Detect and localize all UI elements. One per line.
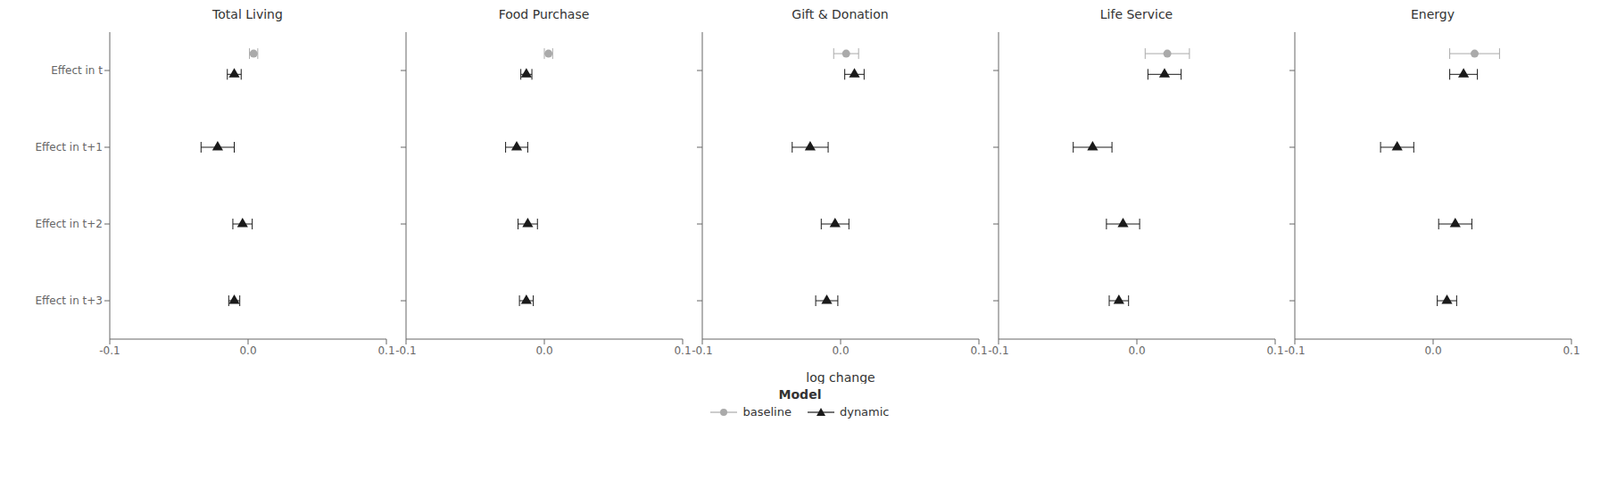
html-text:baseline: baseline	[742, 405, 792, 419]
html-text:Gift & Donation: Gift & Donation	[791, 7, 889, 22]
svg-text:Effect in t+3: Effect in t+3	[34, 294, 103, 307]
svg-text:0.1: 0.1	[377, 344, 395, 357]
svg-text:0.1: 0.1	[673, 344, 691, 357]
svg-text:-0.1: -0.1	[395, 344, 416, 357]
svg-text:0.1: 0.1	[1562, 344, 1580, 357]
svg-text:Effect in t+1: Effect in t+1	[34, 140, 103, 154]
svg-text:0.0: 0.0	[1424, 344, 1442, 357]
svg-text:-0.1: -0.1	[691, 344, 713, 357]
html-text:Total Living: Total Living	[212, 7, 283, 22]
svg-text:-0.1: -0.1	[99, 344, 120, 357]
svg-text:-0.1: -0.1	[987, 344, 1009, 357]
svg-text:Effect in t: Effect in t	[50, 64, 103, 77]
html-text:Model: Model	[778, 387, 822, 402]
svg-text:0.1: 0.1	[1266, 344, 1284, 357]
svg-text:0.0: 0.0	[1127, 344, 1145, 357]
svg-text:0.0: 0.0	[535, 344, 553, 357]
html-text:Life Service: Life Service	[1100, 7, 1173, 22]
html-text:Food Purchase: Food Purchase	[498, 7, 590, 22]
svg-text:Effect in t+2: Effect in t+2	[34, 217, 103, 231]
svg-text:log change: log change	[805, 370, 875, 384]
html-text:dynamic: dynamic	[839, 405, 890, 419]
html-text:Energy: Energy	[1410, 7, 1455, 22]
svg-text:0.0: 0.0	[831, 344, 849, 357]
svg-text:-0.1: -0.1	[1284, 344, 1305, 357]
svg-text:0.1: 0.1	[969, 344, 987, 357]
svg-text:0.0: 0.0	[239, 344, 257, 357]
